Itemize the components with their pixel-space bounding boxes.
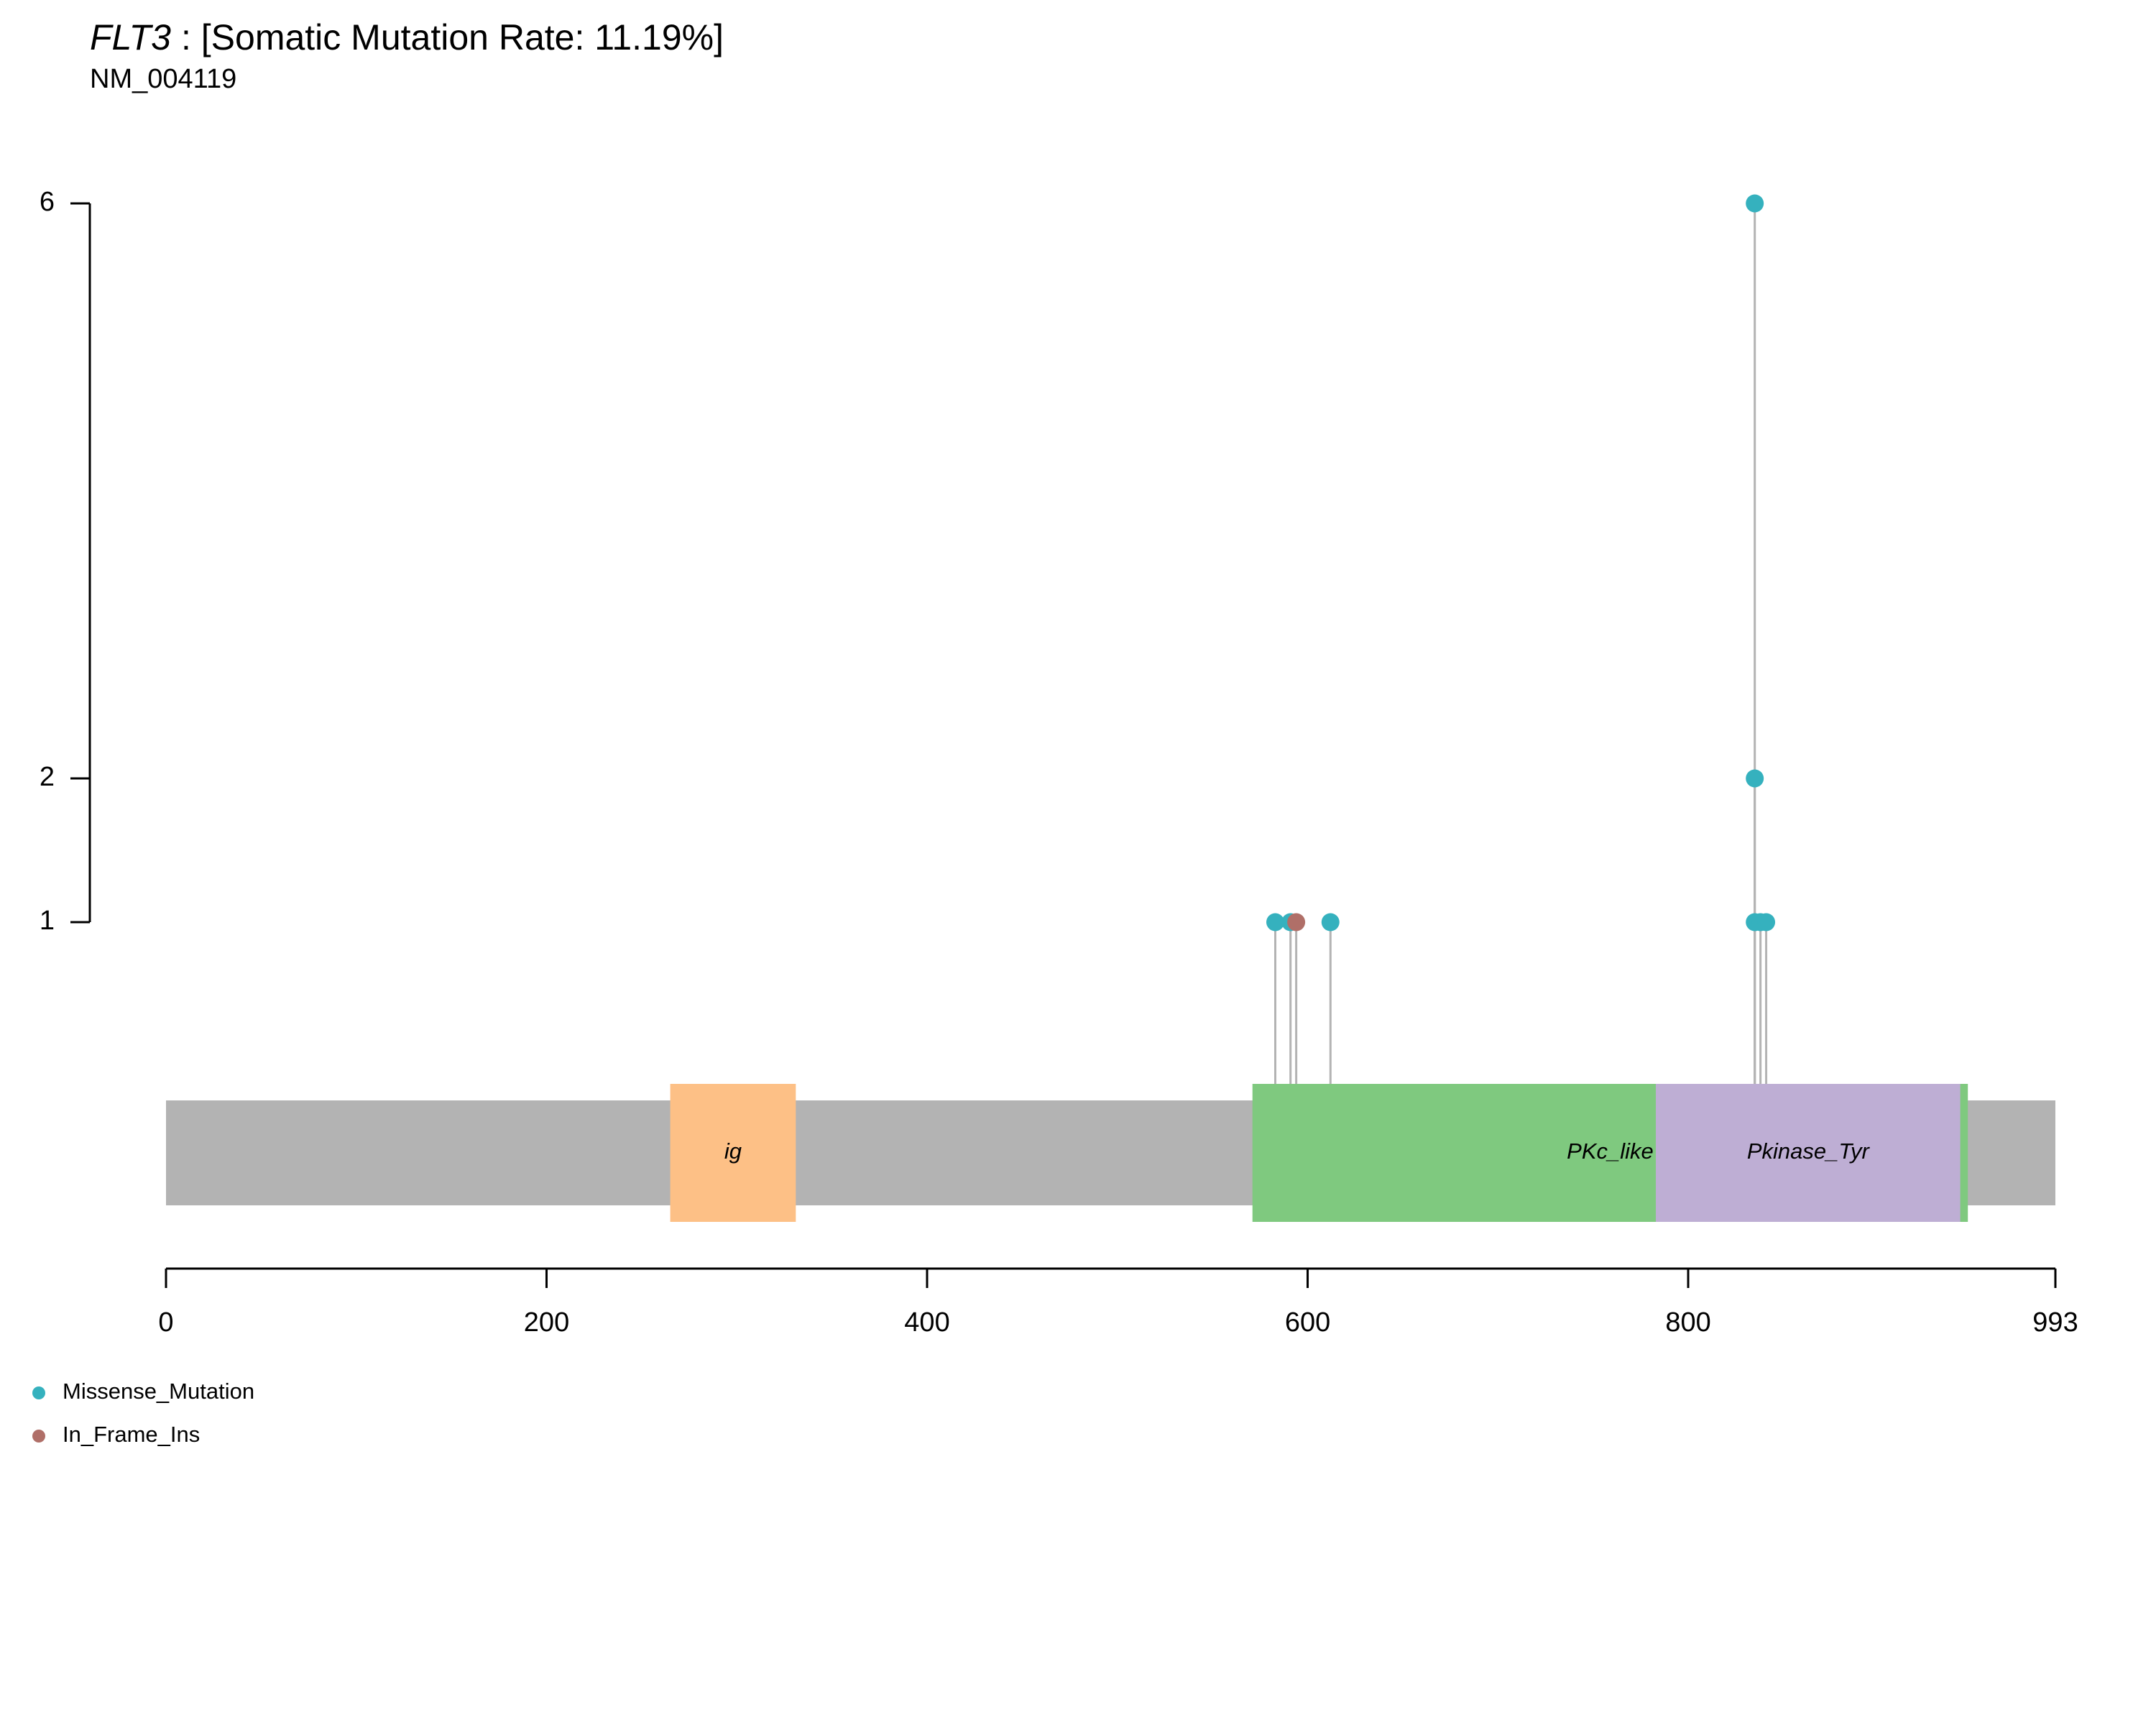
legend-marker <box>32 1386 45 1399</box>
legend-label: Missense_Mutation <box>63 1379 254 1404</box>
x-tick-label: 0 <box>158 1307 173 1338</box>
legend-marker <box>32 1430 45 1443</box>
gene-name: FLT3 <box>90 17 171 58</box>
domain-label: ig <box>724 1138 742 1164</box>
mutation-point <box>1757 913 1776 932</box>
mutation-point <box>1746 769 1764 788</box>
y-tick-label: 1 <box>40 906 55 936</box>
mutation-point <box>1321 913 1340 932</box>
legend-label: In_Frame_Ins <box>63 1422 200 1447</box>
y-tick-label: 2 <box>40 762 55 792</box>
x-tick-label: 400 <box>904 1307 949 1338</box>
mutation-point <box>1266 913 1285 932</box>
mutation-point <box>1287 913 1306 932</box>
x-tick-label: 600 <box>1285 1307 1330 1338</box>
domain-label: Pkinase_Tyr <box>1747 1138 1871 1164</box>
x-tick-label: 993 <box>2032 1307 2078 1338</box>
title-text: : [Somatic Mutation Rate: 11.19%] <box>181 17 724 58</box>
chart-title: FLT3: [Somatic Mutation Rate: 11.19%] <box>90 17 724 58</box>
domain <box>1656 1084 1961 1222</box>
x-tick-label: 200 <box>524 1307 569 1338</box>
domain <box>670 1084 796 1222</box>
mutation-point <box>1746 194 1764 213</box>
domain-label: PKc_like <box>1567 1138 1654 1164</box>
chart-subtitle: NM_004119 <box>90 64 236 94</box>
y-tick-label: 6 <box>40 187 55 217</box>
x-tick-label: 800 <box>1665 1307 1710 1338</box>
